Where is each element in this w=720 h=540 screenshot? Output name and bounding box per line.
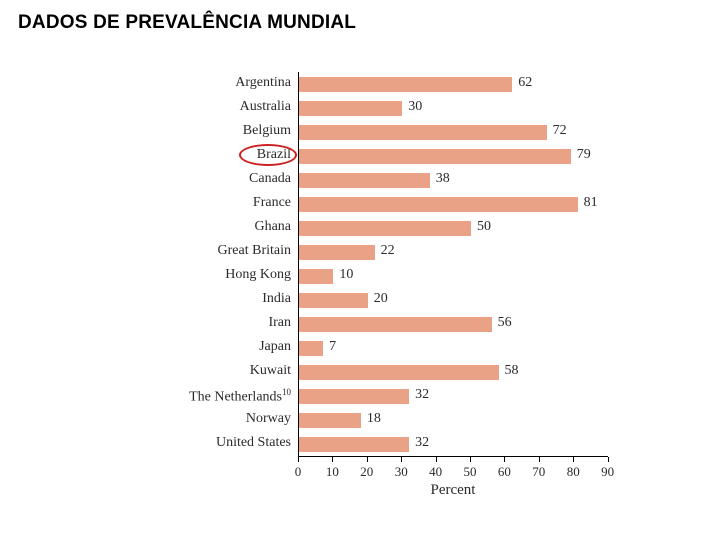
- x-tick: [504, 457, 505, 462]
- x-tick: [332, 457, 333, 462]
- value-label: 38: [436, 171, 450, 187]
- category-label: Australia: [175, 99, 291, 115]
- bar: [299, 365, 499, 380]
- value-label: 56: [498, 315, 512, 331]
- x-tick-label: 50: [464, 464, 477, 480]
- chart-row: Norway 18: [175, 408, 625, 432]
- chart-plot-area: Argentina 62 Australia 30 Belgium 72 Brazil 79 C…: [175, 72, 625, 457]
- x-tick: [401, 457, 402, 462]
- slide-title: DADOS DE PREVALÊNCIA MUNDIAL: [18, 12, 702, 34]
- category-label: Argentina: [175, 75, 291, 91]
- chart-row: Hong Kong 10: [175, 264, 625, 288]
- category-label: France: [175, 195, 291, 211]
- x-tick-label: 60: [498, 464, 511, 480]
- chart-row: Japan 7: [175, 336, 625, 360]
- bar: [299, 173, 430, 188]
- bar: [299, 197, 578, 212]
- bar: [299, 149, 571, 164]
- chart-row: Australia 30: [175, 96, 625, 120]
- category-label: India: [175, 291, 291, 307]
- chart-row: United States 32: [175, 432, 625, 456]
- x-tick-label: 20: [360, 464, 373, 480]
- category-label: Hong Kong: [175, 267, 291, 283]
- x-tick-label: 80: [567, 464, 580, 480]
- x-axis-title: Percent: [298, 482, 608, 499]
- x-tick: [367, 457, 368, 462]
- chart-row: The Netherlands10 32: [175, 384, 625, 408]
- bar: [299, 389, 409, 404]
- value-label: 22: [381, 243, 395, 259]
- x-tick: [436, 457, 437, 462]
- bar: [299, 125, 547, 140]
- x-tick: [298, 457, 299, 462]
- category-label: Canada: [175, 171, 291, 187]
- value-label: 62: [518, 75, 532, 91]
- category-label: Kuwait: [175, 363, 291, 379]
- category-label: The Netherlands10: [175, 387, 291, 406]
- bar: [299, 245, 375, 260]
- x-tick: [573, 457, 574, 462]
- category-label: Brazil: [175, 147, 291, 163]
- chart-row: Kuwait 58: [175, 360, 625, 384]
- category-label: United States: [175, 435, 291, 451]
- bar: [299, 413, 361, 428]
- chart-row: Canada 38: [175, 168, 625, 192]
- bar: [299, 341, 323, 356]
- value-label: 7: [329, 339, 336, 355]
- chart-row: Great Britain 22: [175, 240, 625, 264]
- x-tick-label: 70: [532, 464, 545, 480]
- value-label: 32: [415, 435, 429, 451]
- chart-row: Argentina 62: [175, 72, 625, 96]
- value-label: 20: [374, 291, 388, 307]
- x-tick: [539, 457, 540, 462]
- category-label: Norway: [175, 411, 291, 427]
- x-axis-line: [298, 456, 608, 457]
- x-tick-label: 40: [429, 464, 442, 480]
- x-tick-label: 90: [601, 464, 614, 480]
- chart-row: Ghana 50: [175, 216, 625, 240]
- value-label: 18: [367, 411, 381, 427]
- bar: [299, 269, 333, 284]
- bar: [299, 221, 471, 236]
- value-label: 30: [408, 99, 422, 115]
- bar: [299, 77, 512, 92]
- bar: [299, 317, 492, 332]
- bar: [299, 293, 368, 308]
- category-label: Great Britain: [175, 243, 291, 259]
- category-label: Belgium: [175, 123, 291, 139]
- value-label: 50: [477, 219, 491, 235]
- value-label: 79: [577, 147, 591, 163]
- chart-row: France 81: [175, 192, 625, 216]
- x-tick-label: 30: [395, 464, 408, 480]
- bar: [299, 101, 402, 116]
- value-label: 72: [553, 123, 567, 139]
- bar: [299, 437, 409, 452]
- value-label: 32: [415, 387, 429, 403]
- value-label: 10: [339, 267, 353, 283]
- x-tick-label: 10: [326, 464, 339, 480]
- chart-row: Brazil 79: [175, 144, 625, 168]
- x-tick-label: 0: [295, 464, 302, 480]
- category-label: Japan: [175, 339, 291, 355]
- x-tick: [470, 457, 471, 462]
- chart-row: Iran 56: [175, 312, 625, 336]
- value-label: 81: [584, 195, 598, 211]
- category-label: Iran: [175, 315, 291, 331]
- x-tick: [608, 457, 609, 462]
- category-label: Ghana: [175, 219, 291, 235]
- value-label: 58: [505, 363, 519, 379]
- chart-row: Belgium 72: [175, 120, 625, 144]
- chart-row: India 20: [175, 288, 625, 312]
- slide: DADOS DE PREVALÊNCIA MUNDIAL Argentina 62…: [0, 0, 720, 540]
- prevalence-chart: Argentina 62 Australia 30 Belgium 72 Brazil 79 C…: [175, 72, 625, 502]
